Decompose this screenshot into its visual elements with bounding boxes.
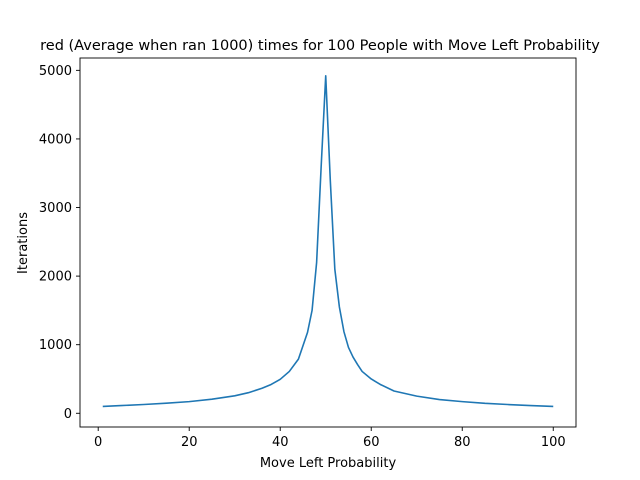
y-tick-label: 0: [64, 407, 72, 422]
x-tick-label: 60: [363, 435, 380, 450]
y-axis-label: Iterations: [16, 212, 31, 274]
plot-frame: [79, 57, 577, 428]
y-tick-label: 5000: [39, 64, 72, 79]
x-tick-label: 80: [454, 435, 471, 450]
series-line: [102, 75, 554, 408]
y-tick-label: 1000: [39, 338, 72, 353]
chart-title: red (Average when ran 1000) times for 10…: [40, 38, 600, 54]
x-tick-label: 0: [94, 435, 102, 450]
x-tick-label: 100: [541, 435, 566, 450]
y-tick-label: 2000: [39, 270, 72, 285]
y-tick-label: 3000: [39, 201, 72, 216]
plot-area: [79, 57, 577, 428]
x-tick-label: 20: [181, 435, 198, 450]
x-axis-label: Move Left Probability: [260, 456, 397, 471]
y-tick-label: 4000: [39, 132, 72, 147]
x-tick-label: 40: [272, 435, 289, 450]
x-axis: 0 20 40 60 80 100: [94, 427, 566, 450]
y-axis: 0 1000 2000 3000 4000 5000: [39, 64, 80, 422]
